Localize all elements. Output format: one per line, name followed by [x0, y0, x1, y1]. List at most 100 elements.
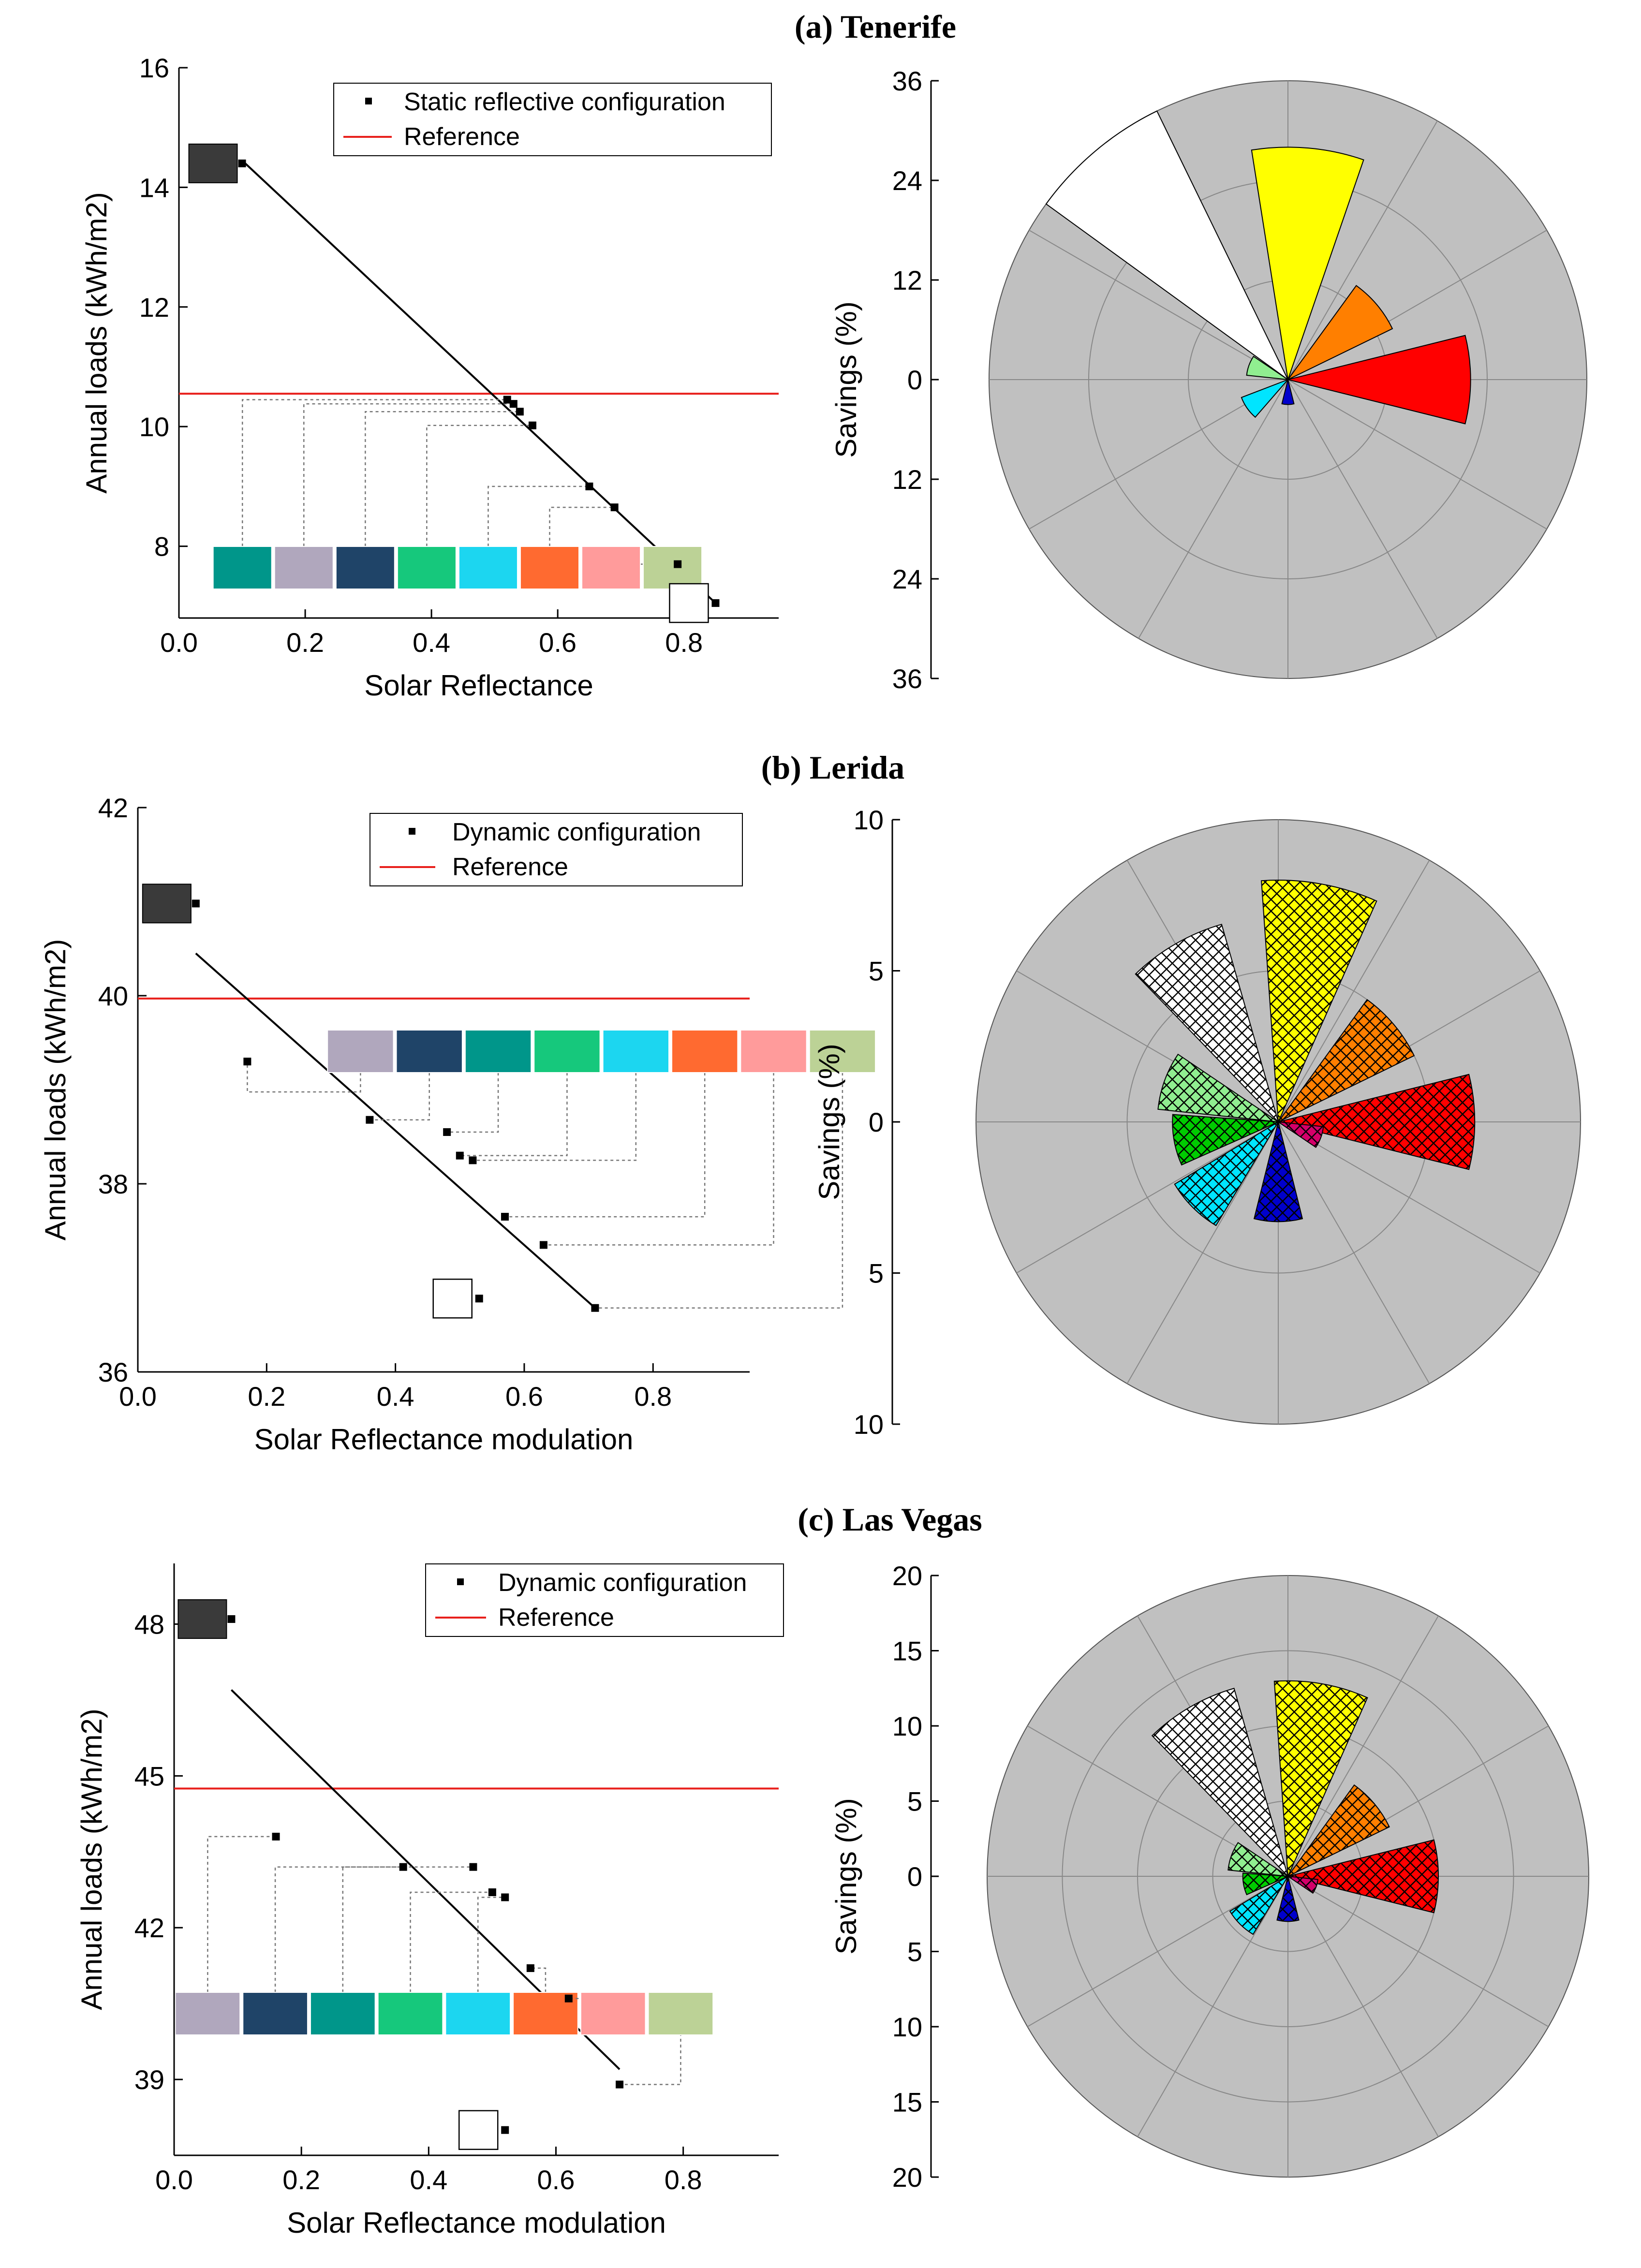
scatter-plot-tenerife: 0.0 0.2 0.4 0.6 0.8 8 10 12 14 16 Solar Reflectanc… — [80, 53, 779, 702]
color-swatch — [809, 1030, 876, 1073]
connector-line — [241, 399, 507, 546]
white-swatch — [458, 2110, 499, 2150]
polar-wedge-hatch-light-green — [1228, 1842, 1288, 1876]
panel-title-las-vegas: (c) Las Vegas — [798, 1501, 982, 1538]
data-point — [501, 1893, 509, 1901]
polar-spoke — [1029, 230, 1288, 380]
y-tick-label: 12 — [139, 292, 169, 323]
data-point — [585, 482, 593, 490]
scatter-plot-lerida: 0.0 0.2 0.4 0.6 0.8 36 38 40 42 Solar Reflectance… — [39, 793, 876, 1456]
polar-wedge-hatch-magenta — [1288, 1876, 1318, 1893]
connector-line — [543, 1073, 774, 1246]
polar-spoke — [1287, 379, 1547, 530]
connector-line — [549, 506, 615, 546]
white-swatch — [669, 583, 709, 623]
x-tick-label: 0.0 — [119, 1381, 157, 1412]
y-tick-label: 42 — [134, 1913, 164, 1943]
y-tick-label: 40 — [98, 981, 128, 1011]
x-tick-label: 0.6 — [539, 627, 577, 658]
color-swatch — [397, 546, 457, 589]
polar-wedge-blue — [1281, 379, 1295, 405]
polar-wedge-hatch-white — [1152, 1688, 1288, 1876]
polar-wedge-cyan — [1241, 379, 1288, 418]
polar-tick-label: 15 — [892, 2087, 922, 2118]
connector-line — [530, 1967, 547, 1992]
y-tick-label: 42 — [98, 793, 128, 823]
polar-tick-label: 0 — [869, 1107, 884, 1137]
color-swatch — [327, 1030, 394, 1073]
color-swatch — [648, 1992, 714, 2035]
panel-title-lerida: (b) Lerida — [761, 749, 905, 786]
polar-wedge-red — [1287, 335, 1471, 425]
color-swatch — [396, 1030, 463, 1073]
color-swatch — [580, 1992, 646, 2035]
x-axis-label: Solar Reflectance modulation — [254, 1423, 634, 1456]
legend-item-dynamic: Dynamic configuration — [452, 818, 701, 846]
polar-tick-label: 5 — [869, 956, 884, 987]
polar-wedge-hatch-white — [1135, 924, 1278, 1122]
color-swatch — [310, 1992, 376, 2035]
x-tick-label: 0.4 — [410, 2165, 447, 2195]
data-point — [610, 503, 619, 512]
data-point — [516, 408, 524, 416]
polar-tick-label: 0 — [907, 365, 922, 395]
polar-wedge-hatch-cyan — [1230, 1876, 1288, 1934]
data-point — [564, 1994, 573, 2003]
color-swatch — [212, 546, 272, 589]
data-point — [443, 1128, 451, 1136]
polar-tick-label: 10 — [854, 1409, 884, 1440]
legend-lerida: Dynamic configuration Reference — [370, 813, 743, 886]
data-point — [469, 1156, 477, 1164]
legend-item-reference: Reference — [452, 853, 568, 881]
data-point — [192, 899, 200, 908]
data-point — [488, 1888, 496, 1896]
polar-spoke — [1287, 1615, 1439, 1877]
black-swatch — [177, 1599, 227, 1639]
y-tick-label: 36 — [98, 1357, 128, 1387]
data-point — [528, 421, 536, 429]
fit-line — [195, 952, 596, 1309]
polar-tick-label: 10 — [892, 2012, 922, 2042]
polar-plot-tenerife: 36 24 12 0 12 24 36 — [892, 66, 1587, 694]
data-point — [674, 560, 682, 568]
polar-wedge-hatch-orange — [1278, 1000, 1414, 1122]
color-swatch — [335, 546, 395, 589]
polar-wedge-hatch-yellow — [1274, 1680, 1368, 1876]
x-tick-label: 0.8 — [665, 2165, 702, 2195]
polar-wedge-hatch-green — [1242, 1873, 1288, 1895]
polar-wedge-hatch-orange — [1288, 1785, 1390, 1876]
y-axis-label: Annual loads (kWh/m2) — [75, 1708, 108, 2010]
data-point — [469, 1863, 477, 1871]
connector-line — [207, 1836, 276, 1992]
polar-spoke — [1027, 1876, 1288, 2027]
connector-line — [426, 425, 532, 546]
x-tick-label: 0.0 — [160, 627, 198, 658]
x-tick-label: 0.4 — [377, 1381, 414, 1412]
polar-wedge-orange — [1287, 285, 1393, 380]
polar-spoke — [1287, 1876, 1439, 2137]
color-swatch — [581, 546, 641, 589]
data-point — [591, 1304, 599, 1312]
fit-line — [241, 160, 716, 604]
connector-line — [488, 486, 590, 546]
data-point — [366, 1116, 374, 1124]
y-axis-label: Annual loads (kWh/m2) — [80, 192, 113, 494]
connector-line — [370, 1073, 430, 1120]
connector-line — [477, 1897, 505, 1992]
polar-wedge-hatch-cyan — [1174, 1122, 1278, 1226]
y-tick-label: 48 — [134, 1609, 164, 1640]
x-tick-label: 0.4 — [413, 627, 450, 658]
y-tick-label: 16 — [139, 53, 169, 83]
data-point — [503, 396, 511, 404]
polar-ylabel-las-vegas: Savings (%) — [830, 1798, 862, 1954]
polar-tick-label: 10 — [854, 805, 884, 835]
black-swatch — [142, 884, 192, 924]
connector-line — [247, 1061, 361, 1093]
polar-tick-label: 15 — [892, 1636, 922, 1666]
polar-tick-label: 0 — [907, 1861, 922, 1892]
x-axis-label: Solar Reflectance — [364, 669, 593, 702]
polar-wedge-hatch-blue — [1277, 1876, 1299, 1922]
panel-title-tenerife: (a) Tenerife — [795, 8, 956, 45]
polar-spoke — [1138, 379, 1288, 639]
color-swatch — [519, 546, 580, 589]
